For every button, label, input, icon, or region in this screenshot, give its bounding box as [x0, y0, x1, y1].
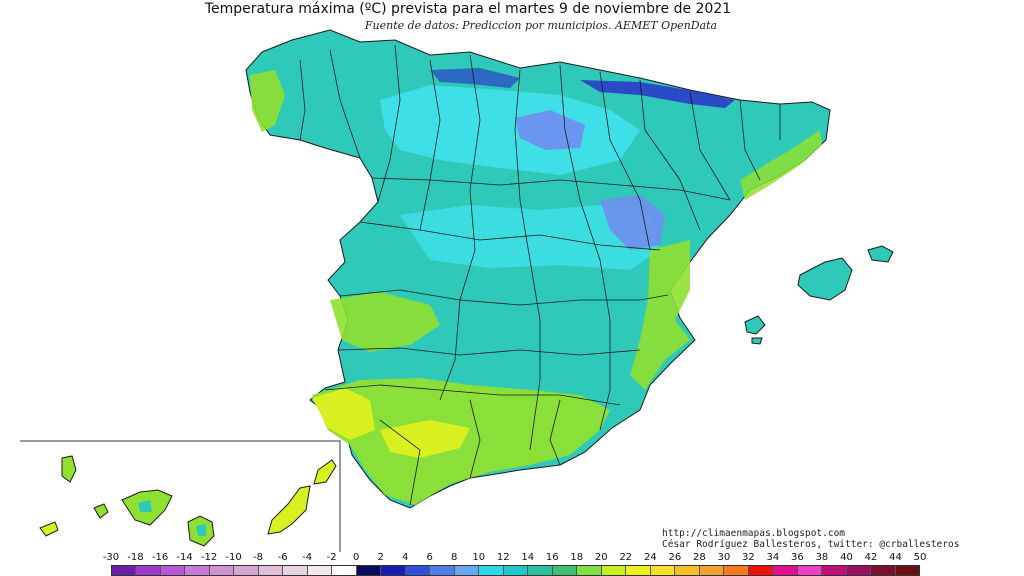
- legend-tick-label: -12: [200, 552, 218, 563]
- island-menorca: [867, 245, 894, 263]
- legend-tick-label: -10: [225, 552, 242, 563]
- legend-tick-label: 42: [864, 552, 878, 563]
- legend-swatch: [307, 566, 333, 575]
- legend-tick-label: 30: [717, 552, 731, 563]
- legend-tick-label: 6: [426, 552, 433, 563]
- legend-swatch: [675, 566, 700, 575]
- legend-swatch: [283, 566, 308, 575]
- cold-zone-north: [380, 85, 640, 175]
- map-title: Temperatura máxima (ºC) prevista para el…: [204, 1, 732, 17]
- legend-swatch: [454, 566, 480, 575]
- cold-zone-center: [400, 205, 660, 270]
- legend-tick-label: 22: [619, 552, 633, 563]
- legend-tick-label: 38: [815, 552, 829, 563]
- legend-swatch: [797, 566, 823, 575]
- legend-tick-label: -2: [326, 552, 337, 563]
- warm-zone-galicia: [250, 70, 285, 132]
- legend-tick-label: 44: [889, 552, 902, 563]
- legend-swatch: [577, 566, 602, 575]
- legend-swatch: [748, 566, 774, 575]
- legend-swatch: [479, 566, 504, 575]
- legend-labels: -30 -18 -16 -14 -12 -10 -8 -6 -4 -2 0 2 4 6 8 10 12 14 16 1…: [0, 552, 1024, 564]
- legend-tick-label: 50: [913, 552, 927, 563]
- legend-swatch: [528, 566, 553, 575]
- colder-zone-iberian: [600, 195, 665, 250]
- warm-zone-extremadura: [330, 292, 440, 352]
- legend-tick-label: 32: [742, 552, 755, 563]
- legend-tick-label: 2: [377, 552, 384, 563]
- legend-tick-label: -16: [151, 552, 169, 563]
- legend-swatch: [871, 566, 896, 575]
- island-fuerteventura: [267, 485, 311, 535]
- legend-swatch: [356, 566, 382, 575]
- legend-swatch: [112, 566, 137, 575]
- legend-swatch: [552, 566, 578, 575]
- legend-swatch: [773, 566, 798, 575]
- province-borders: [299, 44, 781, 506]
- legend-swatch: [650, 566, 676, 575]
- legend-tick-label: 36: [791, 552, 804, 563]
- island-formentera: [751, 337, 763, 345]
- credit-url: http://climaenmapas.blogspot.com: [662, 528, 846, 539]
- legend-swatch: [160, 566, 186, 575]
- gran-canaria-interior: [196, 524, 206, 536]
- warmer-zone-huelva: [312, 388, 375, 440]
- legend-tick-label: -6: [277, 552, 288, 563]
- island-lanzarote: [313, 459, 337, 485]
- legend-tick-label: -18: [127, 552, 144, 563]
- legend-tick-label: 14: [521, 552, 535, 563]
- warm-zone-catalonia: [740, 130, 822, 200]
- legend-swatch: [724, 566, 749, 575]
- map-subtitle: Fuente de datos: Prediccion por municipi…: [364, 19, 718, 32]
- legend-tick-label: 4: [401, 552, 409, 563]
- warm-zone-valencia: [630, 240, 690, 390]
- legend-tick-label: -30: [102, 552, 120, 563]
- island-el-hierro: [39, 521, 59, 537]
- legend-swatch: [381, 566, 406, 575]
- legend-tick-label: 18: [570, 552, 584, 563]
- island-ibiza: [744, 315, 766, 335]
- legend-tick-label: -14: [176, 552, 193, 563]
- legend-tick-label: 20: [594, 552, 608, 563]
- legend-tick-label: 40: [840, 552, 853, 563]
- legend-tick-label: 10: [472, 552, 486, 563]
- legend-tick-label: 8: [451, 552, 458, 563]
- coldest-zone-cantabria: [430, 68, 520, 88]
- legend-swatch: [136, 566, 161, 575]
- island-la-gomera: [93, 503, 109, 519]
- legend-tick-label: -8: [253, 552, 264, 563]
- legend-swatch: [601, 566, 627, 575]
- island-mallorca: [797, 257, 853, 301]
- legend-color-bar: [111, 565, 920, 576]
- legend-tick-label: 16: [545, 552, 559, 563]
- credit-author: César Rodríguez Ballesteros, twitter: @c…: [662, 539, 960, 550]
- legend-swatch: [185, 566, 210, 575]
- legend-tick-label: -4: [302, 552, 313, 563]
- legend-swatch: [895, 566, 919, 575]
- legend-swatch: [332, 566, 357, 575]
- canary-inset-frame: [20, 440, 341, 552]
- warmer-zone-guadalquivir: [380, 420, 470, 458]
- legend-tick-label: 34: [766, 552, 780, 563]
- legend-swatch: [822, 566, 847, 575]
- legend-swatch: [234, 566, 259, 575]
- legend-swatch: [209, 566, 235, 575]
- legend-tick-label: 12: [496, 552, 510, 563]
- legend-swatch: [430, 566, 455, 575]
- tenerife-teide-cold: [138, 500, 152, 512]
- legend-swatch: [258, 566, 284, 575]
- legend-tick-label: 0: [352, 552, 360, 563]
- legend-swatch: [846, 566, 872, 575]
- legend-tick-label: 26: [668, 552, 682, 563]
- legend-tick-label: 28: [692, 552, 706, 563]
- legend-swatch: [405, 566, 431, 575]
- legend-swatch: [699, 566, 725, 575]
- legend-swatch: [626, 566, 651, 575]
- island-la-palma: [61, 455, 77, 483]
- legend-tick-label: 24: [643, 552, 657, 563]
- legend-swatch: [503, 566, 529, 575]
- coldest-zone-pyrenees: [580, 80, 735, 108]
